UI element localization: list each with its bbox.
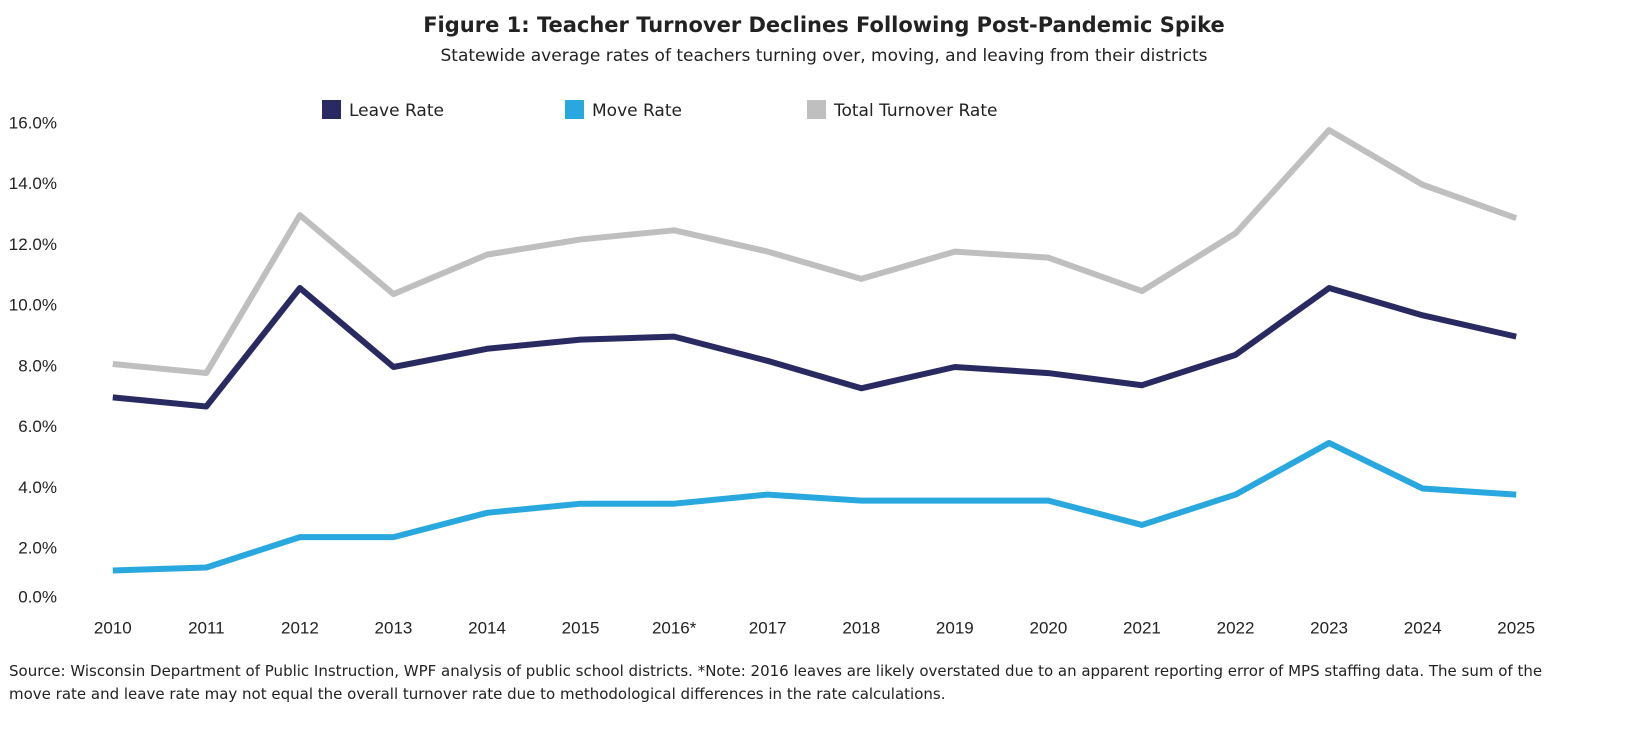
x-tick-label: 2023 [1310,618,1348,637]
y-tick-label: 10.0% [9,296,57,315]
x-tick-label: 2022 [1217,618,1255,637]
source-note: Source: Wisconsin Department of Public I… [9,662,1543,703]
x-tick-label: 2013 [375,618,413,637]
chart-title: Figure 1: Teacher Turnover Declines Foll… [423,13,1225,37]
legend-label: Total Turnover Rate [833,101,997,121]
x-tick-label: 2024 [1404,618,1442,637]
x-tick-label: 2014 [468,618,506,637]
x-tick-label: 2011 [188,618,225,637]
x-tick-label: 2025 [1497,618,1535,637]
x-tick-label: 2012 [281,618,319,637]
legend-label: Leave Rate [349,101,444,121]
y-tick-label: 8.0% [18,356,57,375]
series-line [112,285,1517,410]
legend-label: Move Rate [592,101,682,121]
series-line [112,439,1517,574]
legend-swatch [565,100,584,119]
x-tick-label: 2020 [1029,618,1067,637]
y-tick-label: 2.0% [18,539,57,558]
x-tick-label: 2015 [562,618,600,637]
series-line [112,127,1518,377]
legend-swatch [807,100,826,119]
y-tick-label: 12.0% [9,235,57,254]
y-tick-label: 6.0% [18,417,57,436]
x-tick-label: 2019 [936,618,974,637]
x-tick-label: 2017 [749,618,787,637]
y-tick-label: 14.0% [9,174,57,193]
x-tick-label: 2018 [842,618,880,637]
x-tick-label: 2016* [652,618,697,637]
x-tick-label: 2010 [94,618,132,637]
y-tick-label: 4.0% [18,478,57,497]
y-tick-label: 0.0% [18,587,57,606]
chart-subtitle: Statewide average rates of teachers turn… [440,46,1207,66]
y-tick-label: 16.0% [9,113,57,132]
chart: Figure 1: Teacher Turnover Declines Foll… [9,13,1535,637]
x-tick-label: 2021 [1123,618,1161,637]
legend-swatch [322,100,341,119]
